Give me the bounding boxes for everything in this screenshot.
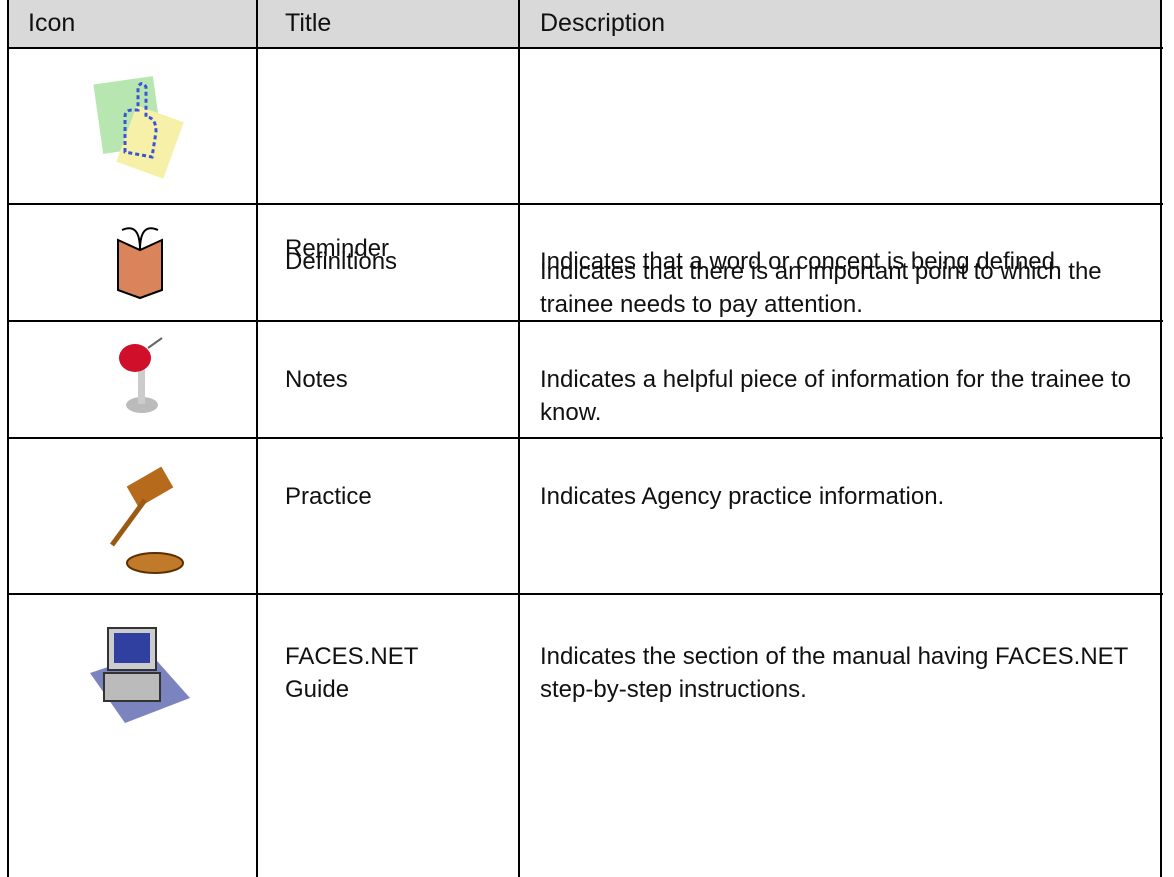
- border: [7, 47, 1163, 49]
- header-cell: Description: [540, 9, 666, 37]
- title-cell: Definitions: [285, 248, 398, 275]
- description-cell: Indicates that there is an important poi…: [540, 258, 1102, 318]
- title-cell: Notes: [285, 366, 348, 393]
- border: [7, 593, 1163, 595]
- title-cell: FACES.NET Guide: [285, 643, 418, 703]
- title-cell: Reminder: [285, 235, 390, 262]
- description-cell: Indicates Agency practice information.: [540, 483, 945, 510]
- description-cell: Indicates the section of the manual havi…: [540, 643, 1128, 703]
- border: [7, 437, 1163, 439]
- border: [7, 320, 1163, 322]
- header-cell: Icon: [28, 9, 76, 37]
- header-cell: Title: [285, 9, 332, 37]
- reminder-icon: [93, 76, 184, 179]
- border: [7, 203, 1163, 205]
- description-cell: Indicates that a word or concept is bein…: [540, 248, 1062, 275]
- definitions-icon: [117, 227, 163, 300]
- header-background: [7, 0, 1161, 47]
- title-cell: Practice: [285, 483, 372, 510]
- notes-icon: [119, 337, 163, 413]
- faces-icon: [90, 627, 190, 723]
- practice-icon: [109, 466, 184, 574]
- description-cell: Indicates a helpful piece of information…: [540, 366, 1132, 426]
